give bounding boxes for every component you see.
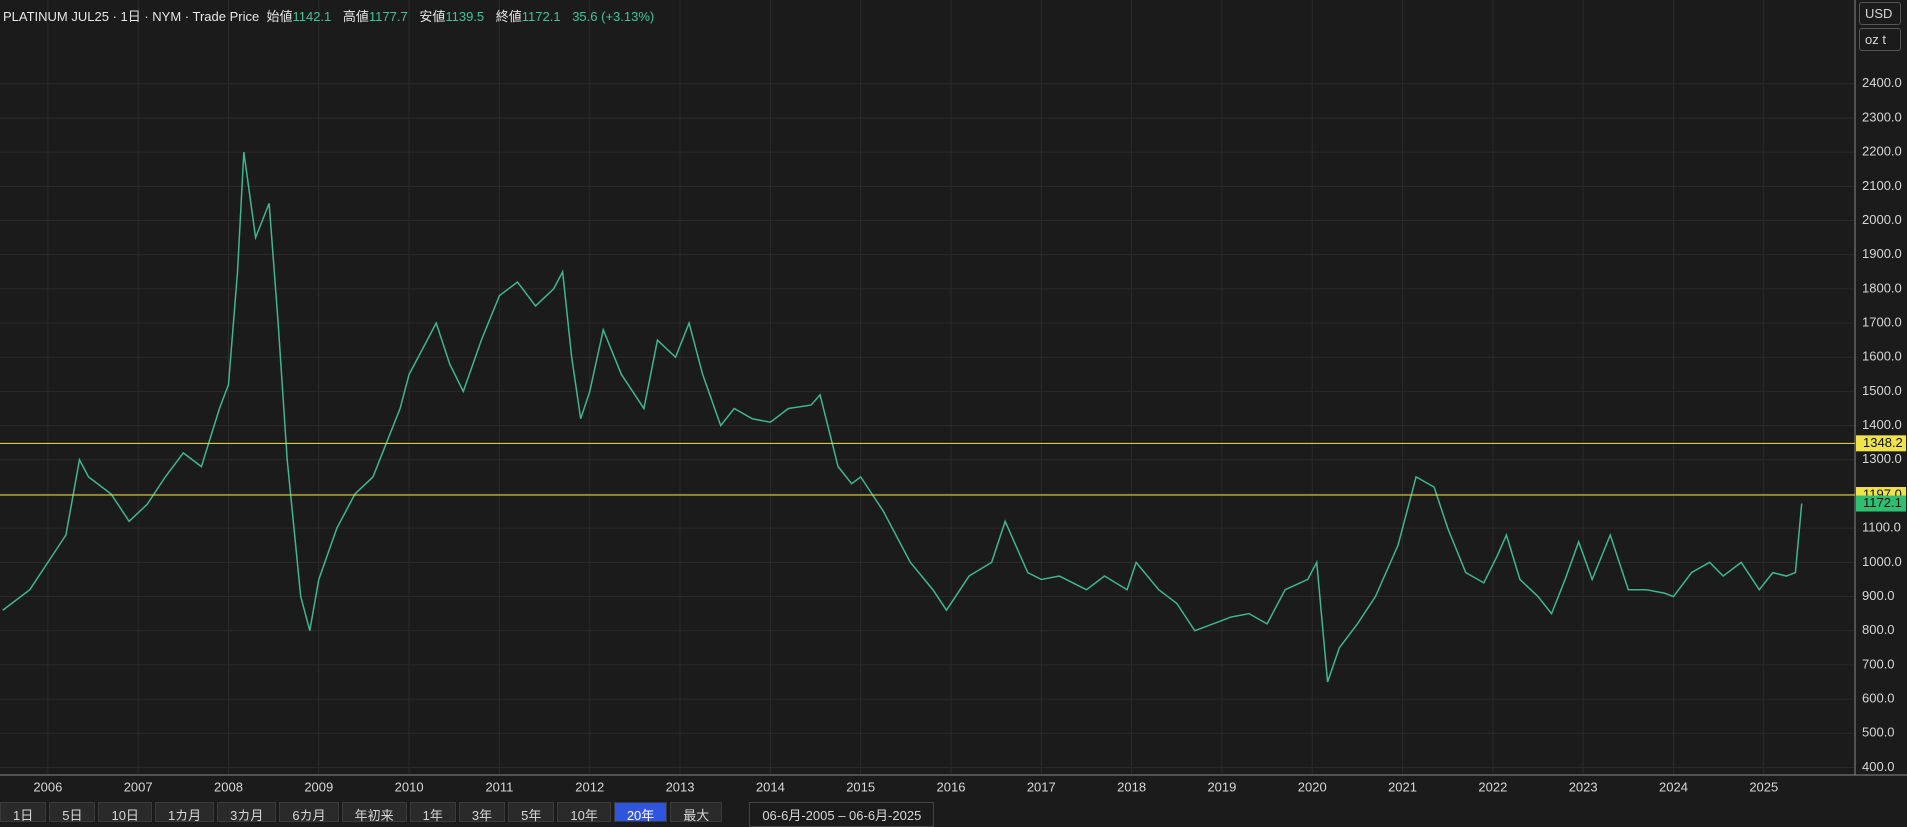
hline-tag (1856, 435, 1906, 452)
y-tick-label: 1000.0 (1862, 554, 1902, 569)
high: 1177.7 (368, 9, 408, 24)
range-button[interactable]: 3年 (458, 802, 506, 823)
x-tick-label: 2007 (124, 779, 153, 794)
x-tick-label: 2006 (33, 779, 62, 794)
y-tick-label: 600.0 (1862, 691, 1895, 706)
range-button[interactable]: 1カ月 (154, 802, 215, 823)
last-price-tag (1856, 495, 1906, 512)
date-range[interactable]: 06-6月-2005 – 06-6月-2025 (749, 802, 935, 827)
range-button[interactable]: 5年 (508, 802, 555, 823)
close-label: 終値 (495, 9, 522, 24)
unit-select[interactable]: oz t (1859, 28, 1901, 51)
range-button[interactable]: 6カ月 (279, 802, 339, 823)
last-price-label: 1172.1 (1863, 495, 1902, 510)
range-button[interactable]: 10日 (98, 802, 152, 823)
y-tick-label: 900.0 (1862, 588, 1895, 603)
range-button[interactable]: 1年 (409, 802, 456, 823)
x-tick-label: 2022 (1478, 779, 1507, 794)
y-tick-label: 1800.0 (1862, 280, 1902, 295)
x-tick-label: 2019 (1207, 779, 1236, 794)
y-tick-label: 1900.0 (1862, 246, 1902, 261)
x-tick-label: 2010 (395, 779, 424, 794)
range-button[interactable]: 1日 (0, 802, 47, 823)
change: 35.6 (+3.13%) (572, 9, 655, 24)
x-tick-label: 2011 (485, 779, 513, 794)
x-tick-label: 2016 (937, 779, 966, 794)
range-button[interactable]: 最大 (670, 802, 723, 823)
x-tick-label: 2013 (666, 779, 695, 794)
open-label: 始値 (266, 9, 293, 24)
x-tick-label: 2021 (1388, 779, 1417, 794)
y-tick-label: 500.0 (1862, 725, 1895, 740)
x-tick-label: 2023 (1569, 779, 1598, 794)
selectors: USD oz t (1859, 2, 1901, 51)
x-tick-label: 2012 (575, 779, 604, 794)
x-tick-label: 2018 (1117, 779, 1146, 794)
symbol: PLATINUM JUL25 · 1日 · NYM · Trade Price (3, 9, 260, 24)
low: 1139.5 (445, 9, 485, 24)
x-tick-label: 2015 (846, 779, 875, 794)
y-tick-label: 1300.0 (1862, 451, 1902, 466)
range-button[interactable]: 5日 (49, 802, 96, 823)
range-button[interactable]: 20年 (613, 802, 668, 823)
x-tick-label: 2025 (1749, 779, 1778, 794)
x-tick-label: 2020 (1298, 779, 1327, 794)
chart: 400.0 500.0 600.0 700.0 800.0 900.0 1000.0 1100… (0, 0, 1907, 794)
header: PLATINUM JUL25 · 1日 · NYM · Trade Price … (3, 6, 662, 25)
price-line (2, 152, 1803, 683)
x-tick-label: 2014 (756, 779, 785, 794)
x-tick-label: 2009 (304, 779, 333, 794)
low-label: 安値 (419, 9, 446, 24)
y-tick-label: 2000.0 (1862, 212, 1902, 227)
x-tick-label: 2024 (1659, 779, 1688, 794)
y-tick-label: 1600.0 (1862, 349, 1902, 364)
x-tick-label: 2008 (214, 779, 243, 794)
range-button[interactable]: 3カ月 (217, 802, 277, 823)
open: 1142.1 (292, 9, 332, 24)
y-tick-label: 1700.0 (1862, 314, 1902, 329)
y-tick-label: 400.0 (1862, 759, 1895, 774)
x-tick-label: 2017 (1027, 779, 1056, 794)
y-tick-label: 1500.0 (1862, 383, 1902, 398)
hline-label: 1348.2 (1863, 435, 1903, 450)
y-tick-label: 1100.0 (1862, 520, 1901, 535)
y-tick-label: 2300.0 (1862, 109, 1902, 124)
range-button[interactable]: 年初来 (341, 802, 407, 823)
y-tick-label: 700.0 (1862, 656, 1895, 671)
y-tick-label: 2400.0 (1862, 75, 1902, 90)
toolbar: 1日 5日 10日 1カ月 3カ月 6カ月 年初来 1年 3年 5年 10年 20年 最大 06-6月-2… (0, 802, 935, 827)
y-tick-label: 2100.0 (1862, 178, 1902, 193)
currency-select[interactable]: USD (1859, 2, 1901, 25)
y-tick-label: 2200.0 (1862, 144, 1902, 159)
high-label: 高値 (342, 9, 369, 24)
range-button[interactable]: 10年 (557, 802, 611, 823)
y-tick-label: 1400.0 (1862, 417, 1902, 432)
close: 1172.1 (521, 9, 561, 24)
y-tick-label: 800.0 (1862, 622, 1895, 637)
